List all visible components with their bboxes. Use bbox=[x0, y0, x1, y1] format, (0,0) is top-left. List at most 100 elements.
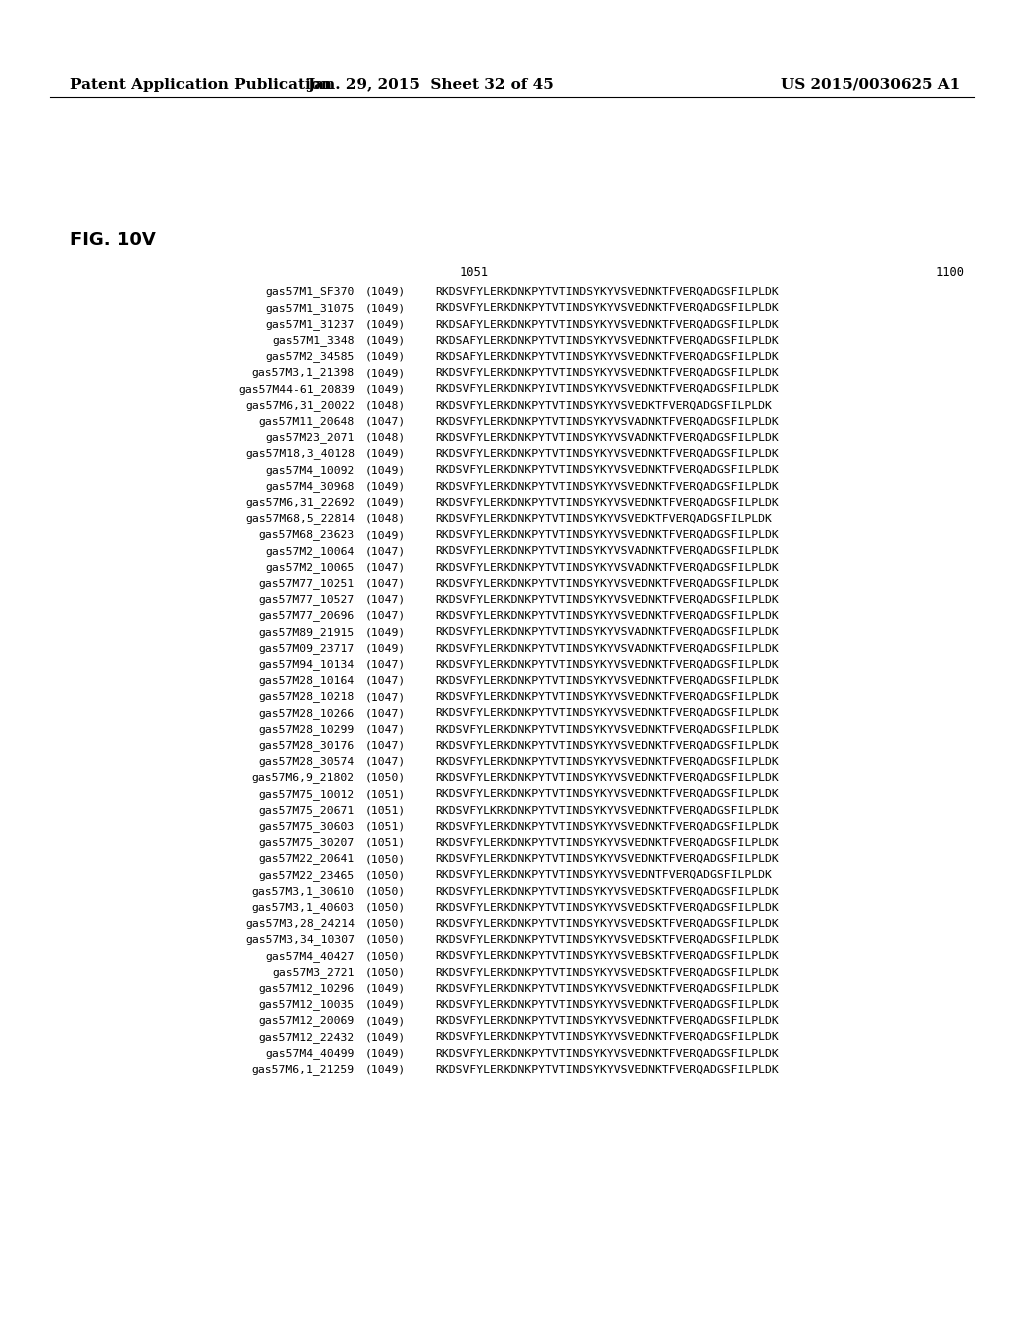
Text: FIG. 10V: FIG. 10V bbox=[70, 231, 156, 249]
Text: gas57M6,1_21259: gas57M6,1_21259 bbox=[252, 1064, 355, 1074]
Text: RKDSVFYLERKDNKPYTVTINDSYKYVSVADNKTFVERQADGSFILPLDK: RKDSVFYLERKDNKPYTVTINDSYKYVSVADNKTFVERQA… bbox=[435, 546, 778, 556]
Text: RKDSVFYLERKDNKPYTVTINDSYKYVSVEDNKTFVERQADGSFILPLDK: RKDSVFYLERKDNKPYTVTINDSYKYVSVEDNKTFVERQA… bbox=[435, 838, 778, 847]
Text: gas57M28_30574: gas57M28_30574 bbox=[259, 756, 355, 767]
Text: gas57M77_10251: gas57M77_10251 bbox=[259, 578, 355, 589]
Text: RKDSVFYLERKDNKPYTVTINDSYKYVSVEDNKTFVERQADGSFILPLDK: RKDSVFYLERKDNKPYTVTINDSYKYVSVEDNKTFVERQA… bbox=[435, 578, 778, 589]
Text: gas57M1_SF370: gas57M1_SF370 bbox=[265, 286, 355, 297]
Text: RKDSVFYLERKDNKPYTVTINDSYKYVSVEDNKTFVERQADGSFILPLDK: RKDSVFYLERKDNKPYTVTINDSYKYVSVEDNKTFVERQA… bbox=[435, 983, 778, 994]
Text: RKDSVFYLERKDNKPYTVTINDSYKYVSVEDNKTFVERQADGSFILPLDK: RKDSVFYLERKDNKPYTVTINDSYKYVSVEDNKTFVERQA… bbox=[435, 741, 778, 751]
Text: (1049): (1049) bbox=[365, 627, 407, 638]
Text: RKDSVFYLERKDNKPYTVTINDSYKYVSVADNKTFVERQADGSFILPLDK: RKDSVFYLERKDNKPYTVTINDSYKYVSVADNKTFVERQA… bbox=[435, 627, 778, 638]
Text: (1049): (1049) bbox=[365, 384, 407, 395]
Text: RKDSVFYLERKDNKPYTVTINDSYKYVSVEDNKTFVERQADGSFILPLDK: RKDSVFYLERKDNKPYTVTINDSYKYVSVEDNKTFVERQA… bbox=[435, 854, 778, 865]
Text: gas57M11_20648: gas57M11_20648 bbox=[259, 416, 355, 428]
Text: gas57M12_22432: gas57M12_22432 bbox=[259, 1032, 355, 1043]
Text: gas57M75_20671: gas57M75_20671 bbox=[259, 805, 355, 816]
Text: RKDSVFYLERKDNKPYTVTINDSYKYVSVEDNKTFVERQADGSFILPLDK: RKDSVFYLERKDNKPYTVTINDSYKYVSVEDNKTFVERQA… bbox=[435, 368, 778, 378]
Text: gas57M12_10296: gas57M12_10296 bbox=[259, 983, 355, 994]
Text: gas57M4_40499: gas57M4_40499 bbox=[265, 1048, 355, 1059]
Text: gas57M6,31_20022: gas57M6,31_20022 bbox=[245, 400, 355, 411]
Text: RKDSVFYLERKDNKPYTVTINDSYKYVSVEDNKTFVERQADGSFILPLDK: RKDSVFYLERKDNKPYTVTINDSYKYVSVEDNKTFVERQA… bbox=[435, 756, 778, 767]
Text: (1049): (1049) bbox=[365, 304, 407, 313]
Text: RKDSVFYLERKDNKPYTVTINDSYKYVSVADNKTFVERQADGSFILPLDK: RKDSVFYLERKDNKPYTVTINDSYKYVSVADNKTFVERQA… bbox=[435, 417, 778, 426]
Text: RKDSVFYLERKDNKPYTVTINDSYKYVSVEDNKTFVERQADGSFILPLDK: RKDSVFYLERKDNKPYTVTINDSYKYVSVEDNKTFVERQA… bbox=[435, 482, 778, 491]
Text: gas57M3,1_30610: gas57M3,1_30610 bbox=[252, 886, 355, 896]
Text: gas57M28_10164: gas57M28_10164 bbox=[259, 676, 355, 686]
Text: RKDSVFYLERKDNKPYTVTINDSYKYVSVEDSKTFVERQADGSFILPLDK: RKDSVFYLERKDNKPYTVTINDSYKYVSVEDSKTFVERQA… bbox=[435, 968, 778, 977]
Text: gas57M22_23465: gas57M22_23465 bbox=[259, 870, 355, 880]
Text: (1047): (1047) bbox=[365, 562, 407, 573]
Text: (1047): (1047) bbox=[365, 578, 407, 589]
Text: (1049): (1049) bbox=[365, 465, 407, 475]
Text: RKDSVFYLERKDNKPYTVTINDSYKYVSVEDNKTFVERQADGSFILPLDK: RKDSVFYLERKDNKPYTVTINDSYKYVSVEDNKTFVERQA… bbox=[435, 774, 778, 783]
Text: (1047): (1047) bbox=[365, 546, 407, 556]
Text: gas57M4_10092: gas57M4_10092 bbox=[265, 465, 355, 475]
Text: gas57M1_3348: gas57M1_3348 bbox=[272, 335, 355, 346]
Text: RKDSVFYLERKDNKPYTVTINDSYKYVSVEDNKTFVERQADGSFILPLDK: RKDSVFYLERKDNKPYTVTINDSYKYVSVEDNKTFVERQA… bbox=[435, 789, 778, 799]
Text: RKDSVFYLERKDNKPYTVTINDSYKYVSVEDNKTFVERQADGSFILPLDK: RKDSVFYLERKDNKPYTVTINDSYKYVSVEDNKTFVERQA… bbox=[435, 611, 778, 620]
Text: gas57M28_10218: gas57M28_10218 bbox=[259, 692, 355, 702]
Text: (1050): (1050) bbox=[365, 968, 407, 977]
Text: RKDSVFYLERKDNKPYTVTINDSYKYVSVEDNKTFVERQADGSFILPLDK: RKDSVFYLERKDNKPYTVTINDSYKYVSVEDNKTFVERQA… bbox=[435, 692, 778, 702]
Text: RKDSVFYLKRKDNKPYTVTINDSYKYVSVEDNKTFVERQADGSFILPLDK: RKDSVFYLKRKDNKPYTVTINDSYKYVSVEDNKTFVERQA… bbox=[435, 805, 778, 816]
Text: gas57M4_40427: gas57M4_40427 bbox=[265, 950, 355, 962]
Text: gas57M1_31237: gas57M1_31237 bbox=[265, 319, 355, 330]
Text: RKDSVFYLERKDNKPYTVTINDSYKYVSVEBSKTFVERQADGSFILPLDK: RKDSVFYLERKDNKPYTVTINDSYKYVSVEBSKTFVERQA… bbox=[435, 952, 778, 961]
Text: (1047): (1047) bbox=[365, 595, 407, 605]
Text: gas57M68,5_22814: gas57M68,5_22814 bbox=[245, 513, 355, 524]
Text: gas57M28_10299: gas57M28_10299 bbox=[259, 723, 355, 735]
Text: (1050): (1050) bbox=[365, 952, 407, 961]
Text: RKDSVFYLERKDNKPYTVTINDSYKYVSVEDNKTFVERQADGSFILPLDK: RKDSVFYLERKDNKPYTVTINDSYKYVSVEDNKTFVERQA… bbox=[435, 449, 778, 459]
Text: RKDSVFYLERKDNKPYTVTINDSYKYVSVEDNKTFVERQADGSFILPLDK: RKDSVFYLERKDNKPYTVTINDSYKYVSVEDNKTFVERQA… bbox=[435, 498, 778, 508]
Text: (1049): (1049) bbox=[365, 319, 407, 330]
Text: gas57M09_23717: gas57M09_23717 bbox=[259, 643, 355, 653]
Text: gas57M3,1_40603: gas57M3,1_40603 bbox=[252, 902, 355, 913]
Text: (1047): (1047) bbox=[365, 756, 407, 767]
Text: gas57M77_20696: gas57M77_20696 bbox=[259, 611, 355, 622]
Text: gas57M3,28_24214: gas57M3,28_24214 bbox=[245, 919, 355, 929]
Text: gas57M89_21915: gas57M89_21915 bbox=[259, 627, 355, 638]
Text: RKDSAFYLERKDNKPYTVTINDSYKYVSVEDNKTFVERQADGSFILPLDK: RKDSAFYLERKDNKPYTVTINDSYKYVSVEDNKTFVERQA… bbox=[435, 335, 778, 346]
Text: RKDSVFYLERKDNKPYTVTINDSYKYVSVEDNKTFVERQADGSFILPLDK: RKDSVFYLERKDNKPYTVTINDSYKYVSVEDNKTFVERQA… bbox=[435, 676, 778, 686]
Text: (1048): (1048) bbox=[365, 513, 407, 524]
Text: (1049): (1049) bbox=[365, 643, 407, 653]
Text: RKDSVFYLERKDNKPYTVTINDSYKYVSVEDNKTFVERQADGSFILPLDK: RKDSVFYLERKDNKPYTVTINDSYKYVSVEDNKTFVERQA… bbox=[435, 999, 778, 1010]
Text: RKDSVFYLERKDNKPYTVTINDSYKYVSVADNKTFVERQADGSFILPLDK: RKDSVFYLERKDNKPYTVTINDSYKYVSVADNKTFVERQA… bbox=[435, 643, 778, 653]
Text: gas57M3,34_10307: gas57M3,34_10307 bbox=[245, 935, 355, 945]
Text: (1049): (1049) bbox=[365, 498, 407, 508]
Text: gas57M6,31_22692: gas57M6,31_22692 bbox=[245, 498, 355, 508]
Text: (1049): (1049) bbox=[365, 1016, 407, 1026]
Text: (1049): (1049) bbox=[365, 531, 407, 540]
Text: RKDSVFYLERKDNKPYTVTINDSYKYVSVEDSKTFVERQADGSFILPLDK: RKDSVFYLERKDNKPYTVTINDSYKYVSVEDSKTFVERQA… bbox=[435, 903, 778, 912]
Text: RKDSVFYLERKDNKPYTVTINDSYKYVSVEDSKTFVERQADGSFILPLDK: RKDSVFYLERKDNKPYTVTINDSYKYVSVEDSKTFVERQA… bbox=[435, 887, 778, 896]
Text: (1047): (1047) bbox=[365, 725, 407, 734]
Text: (1049): (1049) bbox=[365, 352, 407, 362]
Text: RKDSAFYLERKDNKPYTVTINDSYKYVSVEDNKTFVERQADGSFILPLDK: RKDSAFYLERKDNKPYTVTINDSYKYVSVEDNKTFVERQA… bbox=[435, 319, 778, 330]
Text: (1047): (1047) bbox=[365, 741, 407, 751]
Text: gas57M75_30603: gas57M75_30603 bbox=[259, 821, 355, 832]
Text: gas57M3,1_21398: gas57M3,1_21398 bbox=[252, 367, 355, 379]
Text: (1049): (1049) bbox=[365, 335, 407, 346]
Text: (1051): (1051) bbox=[365, 838, 407, 847]
Text: gas57M18,3_40128: gas57M18,3_40128 bbox=[245, 449, 355, 459]
Text: (1047): (1047) bbox=[365, 417, 407, 426]
Text: RKDSVFYLERKDNKPYTVTINDSYKYVSVEDSKTFVERQADGSFILPLDK: RKDSVFYLERKDNKPYTVTINDSYKYVSVEDSKTFVERQA… bbox=[435, 919, 778, 929]
Text: gas57M28_30176: gas57M28_30176 bbox=[259, 741, 355, 751]
Text: RKDSVFYLERKDNKPYTVTINDSYKYVSVEDKTFVERQADGSFILPLDK: RKDSVFYLERKDNKPYTVTINDSYKYVSVEDKTFVERQAD… bbox=[435, 400, 772, 411]
Text: RKDSVFYLERKDNKPYTVTINDSYKYVSVEDNTFVERQADGSFILPLDK: RKDSVFYLERKDNKPYTVTINDSYKYVSVEDNTFVERQAD… bbox=[435, 870, 772, 880]
Text: (1051): (1051) bbox=[365, 805, 407, 816]
Text: (1047): (1047) bbox=[365, 660, 407, 669]
Text: 1051: 1051 bbox=[460, 265, 489, 279]
Text: RKDSAFYLERKDNKPYTVTINDSYKYVSVEDNKTFVERQADGSFILPLDK: RKDSAFYLERKDNKPYTVTINDSYKYVSVEDNKTFVERQA… bbox=[435, 352, 778, 362]
Text: (1050): (1050) bbox=[365, 854, 407, 865]
Text: gas57M28_10266: gas57M28_10266 bbox=[259, 708, 355, 718]
Text: RKDSVFYLERKDNKPYTVTINDSYKYVSVEDNKTFVERQADGSFILPLDK: RKDSVFYLERKDNKPYTVTINDSYKYVSVEDNKTFVERQA… bbox=[435, 1032, 778, 1043]
Text: (1048): (1048) bbox=[365, 400, 407, 411]
Text: RKDSVFYLERKDNKPYTVTINDSYKYVSVEDNKTFVERQADGSFILPLDK: RKDSVFYLERKDNKPYTVTINDSYKYVSVEDNKTFVERQA… bbox=[435, 286, 778, 297]
Text: (1049): (1049) bbox=[365, 1032, 407, 1043]
Text: RKDSVFYLERKDNKPYTVTINDSYKYVSVEDNKTFVERQADGSFILPLDK: RKDSVFYLERKDNKPYTVTINDSYKYVSVEDNKTFVERQA… bbox=[435, 821, 778, 832]
Text: RKDSVFYLERKDNKPYTVTINDSYKYVSVADNKTFVERQADGSFILPLDK: RKDSVFYLERKDNKPYTVTINDSYKYVSVADNKTFVERQA… bbox=[435, 433, 778, 442]
Text: gas57M12_20069: gas57M12_20069 bbox=[259, 1015, 355, 1027]
Text: gas57M2_34585: gas57M2_34585 bbox=[265, 351, 355, 362]
Text: (1049): (1049) bbox=[365, 999, 407, 1010]
